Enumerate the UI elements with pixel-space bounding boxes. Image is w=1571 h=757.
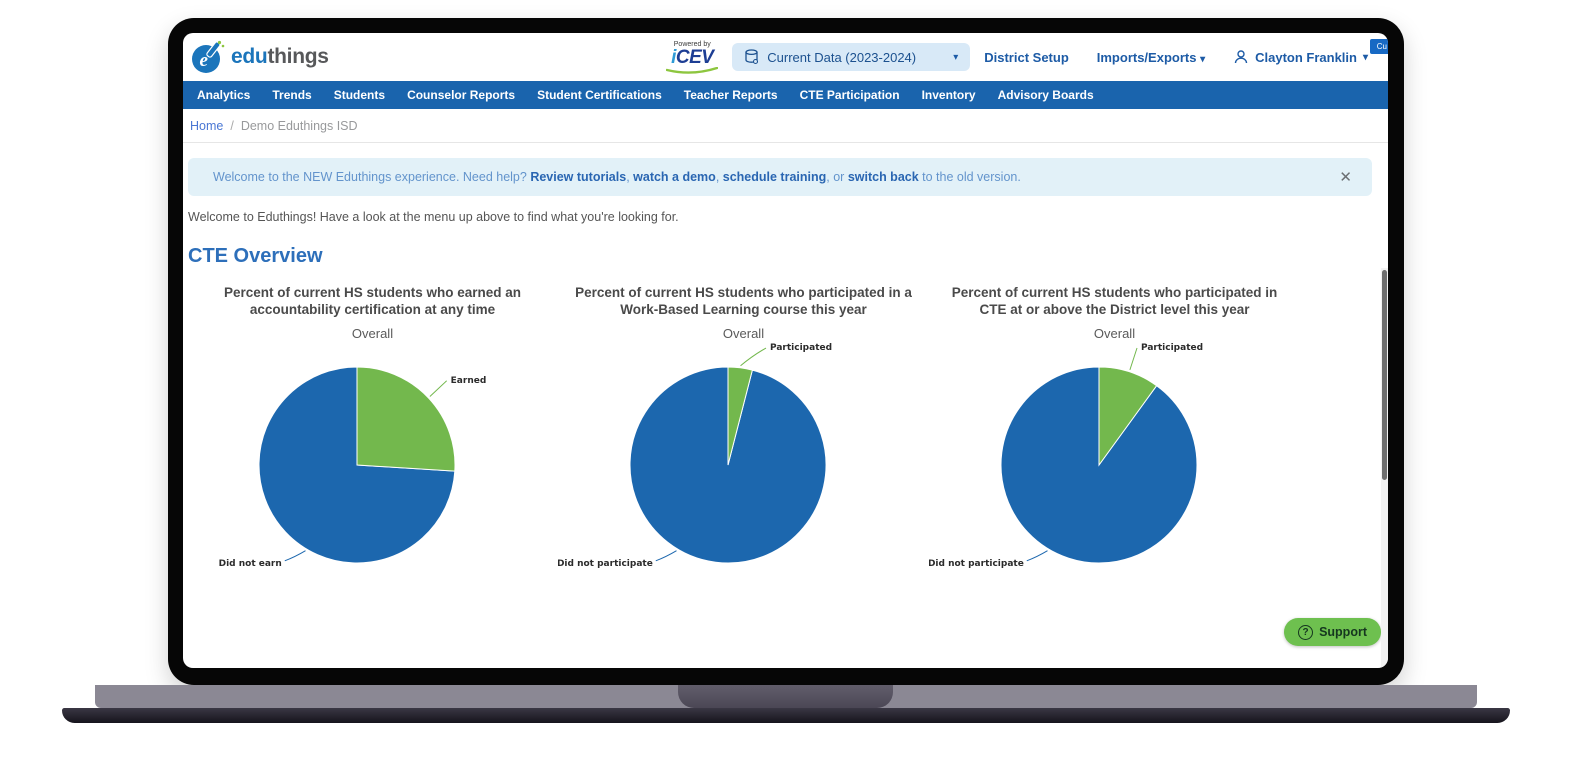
user-name: Clayton Franklin — [1255, 49, 1357, 65]
banner-link[interactable]: watch a demo — [633, 170, 716, 184]
nav-item-analytics[interactable]: Analytics — [197, 88, 251, 102]
nav-item-counselor-reports[interactable]: Counselor Reports — [407, 88, 516, 102]
brand-pin-pencil-icon: e — [192, 40, 225, 73]
vertical-scrollbar[interactable] — [1381, 268, 1388, 668]
brand-wordmark: eduthings — [231, 45, 329, 68]
icev-logo: Powered by iCEV — [666, 40, 719, 74]
user-menu[interactable]: Clayton Franklin ▾ — [1233, 49, 1368, 65]
chevron-down-icon: ▾ — [953, 51, 959, 63]
support-button[interactable]: ? Support — [1284, 618, 1381, 646]
svg-text:Did not participate: Did not participate — [929, 559, 1024, 569]
nav-item-student-certifications[interactable]: Student Certifications — [537, 88, 662, 102]
breadcrumb-separator: / — [230, 118, 234, 133]
app-header: e eduthings Powered by iCEV Current Data… — [183, 33, 1388, 81]
svg-text:Did not participate: Did not participate — [558, 559, 653, 569]
pie-chart-earned: Earned Did not earn — [219, 366, 487, 569]
nav-item-students[interactable]: Students — [333, 88, 386, 102]
pie-chart-cte-participation: Participated Did not participate — [929, 343, 1203, 569]
svg-text:Earned: Earned — [451, 376, 487, 386]
laptop-base-bar — [62, 708, 1510, 723]
eduthings-logo[interactable]: e eduthings — [190, 39, 329, 75]
chart-subtitle: Overall — [351, 326, 394, 341]
icev-swoosh — [666, 66, 719, 74]
corner-badge: Cu — [1369, 39, 1388, 54]
chevron-down-icon: ▾ — [1200, 53, 1206, 65]
nav-item-trends[interactable]: Trends — [272, 88, 312, 102]
main-nav: Analytics Trends Students Counselor Repo… — [183, 81, 1388, 109]
pie-chart-wbl-participation: Participated Did not participate — [558, 343, 832, 569]
question-icon: ? — [1298, 624, 1314, 640]
laptop-hinge-notch — [678, 685, 893, 708]
breadcrumb: Home / Demo Eduthings ISD — [183, 109, 1388, 143]
nav-item-advisory-boards[interactable]: Advisory Boards — [997, 88, 1094, 102]
breadcrumb-current: Demo Eduthings ISD — [240, 118, 358, 133]
banner-link[interactable]: schedule training — [722, 170, 827, 184]
chart-cte-participation: Percent of current HS students who parti… — [929, 285, 1300, 588]
charts-row: Percent of current HS students who earne… — [187, 285, 1388, 588]
intro-text: Welcome to Eduthings! Have a look at the… — [188, 210, 679, 224]
banner-link[interactable]: switch back — [847, 170, 919, 184]
chart-subtitle: Overall — [1093, 326, 1136, 341]
user-icon — [1234, 50, 1248, 64]
app-window: e eduthings Powered by iCEV Current Data… — [183, 33, 1388, 668]
nav-item-cte-participation[interactable]: CTE Participation — [799, 88, 900, 102]
chevron-down-icon: ▾ — [1362, 51, 1368, 63]
breadcrumb-home-link[interactable]: Home — [190, 118, 224, 133]
chart-title: Percent of current HS students who parti… — [951, 285, 1278, 317]
banner-text: Welcome to the NEW Eduthings experience.… — [213, 170, 1021, 184]
chart-work-based-learning: Percent of current HS students who parti… — [558, 285, 929, 588]
chart-accountability-certification: Percent of current HS students who earne… — [187, 285, 558, 588]
icev-wordmark: iCEV — [671, 46, 714, 68]
banner-link[interactable]: Review tutorials — [530, 170, 627, 184]
close-icon[interactable]: ✕ — [1339, 169, 1352, 186]
page-title: CTE Overview — [188, 245, 323, 267]
support-button-label: Support — [1319, 625, 1367, 639]
main-content: Welcome to the NEW Eduthings experience.… — [183, 158, 1388, 668]
svg-text:Participated: Participated — [770, 343, 832, 353]
dataset-selector[interactable]: Current Data (2023-2024) ▾ — [732, 43, 971, 71]
dataset-icon — [745, 49, 759, 65]
welcome-banner: Welcome to the NEW Eduthings experience.… — [188, 158, 1372, 196]
chart-title: Percent of current HS students who earne… — [223, 285, 522, 317]
svg-text:Did not earn: Did not earn — [219, 559, 282, 569]
nav-item-inventory[interactable]: Inventory — [921, 88, 976, 102]
powered-by-label: Powered by — [673, 40, 711, 48]
dataset-selector-label: Current Data (2023-2024) — [767, 49, 917, 65]
district-setup-link[interactable]: District Setup — [984, 49, 1069, 65]
svg-text:e: e — [200, 50, 209, 71]
chart-title: Percent of current HS students who parti… — [575, 285, 912, 317]
chart-subtitle: Overall — [722, 326, 765, 341]
imports-exports-menu[interactable]: Imports/Exports ▾ — [1096, 49, 1206, 65]
nav-item-teacher-reports[interactable]: Teacher Reports — [683, 88, 778, 102]
scrollbar-thumb[interactable] — [1382, 270, 1387, 480]
svg-text:Participated: Participated — [1141, 343, 1203, 353]
